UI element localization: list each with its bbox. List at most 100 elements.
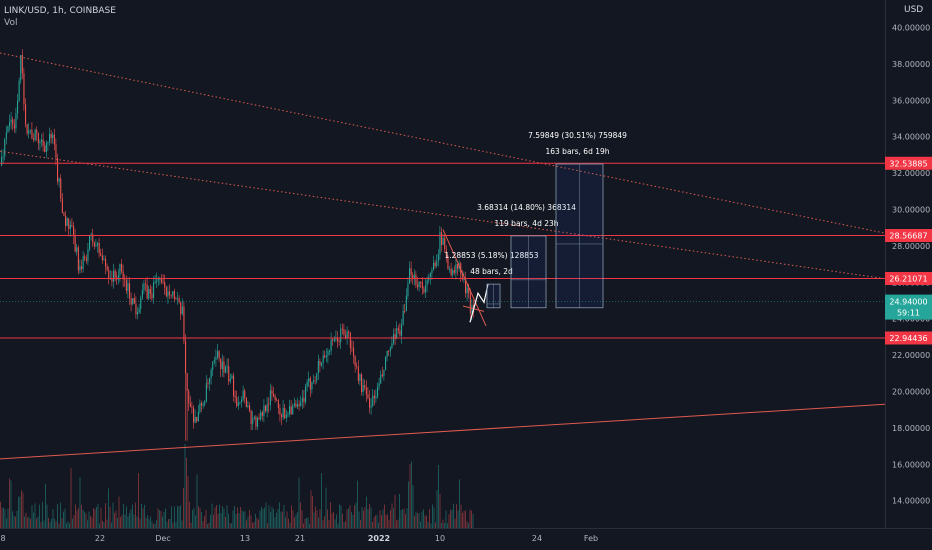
candle-body (202, 404, 204, 406)
projection-text: 3.68314 (14.80%) 368314 (477, 203, 576, 212)
volume-bar (130, 509, 132, 528)
volume-bar (445, 510, 447, 528)
candle-body (45, 143, 47, 153)
volume-bar (252, 522, 253, 528)
candle-body (175, 298, 177, 300)
candle-body (388, 350, 390, 352)
candle-body (311, 381, 313, 390)
volume-bar (87, 520, 88, 528)
candle-body (191, 407, 193, 408)
candle-body (181, 306, 183, 315)
candle-body (266, 404, 268, 412)
candle-body (49, 133, 51, 142)
candle-body (399, 330, 401, 336)
volume-bar (249, 509, 250, 528)
candle-body (314, 380, 316, 382)
candle-body (439, 232, 441, 255)
projection-3: 7.59849 (30.51%) 759849 163 bars, 6d 19h (528, 131, 627, 309)
volume-bar (447, 523, 448, 528)
volume-indicator-label[interactable]: Vol (4, 18, 18, 28)
level-badge (885, 331, 932, 345)
candle-body (28, 130, 30, 134)
volume-bar (418, 513, 420, 528)
candle-body (319, 361, 321, 366)
level-badge-label: 28.56687 (889, 232, 927, 241)
candle-body (356, 365, 358, 367)
volume-bar (429, 509, 430, 528)
y-tick-label: 32.00000 (892, 169, 930, 178)
candle-body (279, 408, 281, 415)
candle-body (20, 54, 22, 81)
volume-bar (325, 487, 327, 528)
candle-body (71, 224, 73, 226)
candle-body (108, 269, 110, 279)
x-tick-label: 21 (295, 534, 305, 543)
candle-body (106, 266, 108, 270)
volume-bar (373, 517, 375, 528)
candle-body (325, 355, 327, 358)
volume-bar (72, 518, 73, 528)
candle-body (404, 310, 406, 312)
volume-bar (138, 473, 139, 528)
volume-bar (336, 514, 337, 528)
volume-bar (256, 517, 258, 528)
candle-body (442, 237, 444, 245)
symbol-title[interactable]: LINK/USD, 1h, COINBASE (4, 6, 116, 16)
volume-bar (319, 509, 321, 528)
candle-body (377, 386, 379, 397)
volume-bar (148, 518, 150, 528)
candle-body (162, 282, 164, 283)
candle-body (124, 279, 126, 281)
candle-body (5, 132, 7, 140)
volume-bar (48, 517, 49, 528)
volume-bar (352, 515, 354, 528)
volume-bar (300, 502, 301, 528)
candle-body (418, 282, 420, 288)
volume-bar (172, 522, 174, 528)
volume-bar (123, 503, 124, 528)
candle-body (221, 361, 223, 370)
volume-bar (235, 513, 237, 528)
candle-body (417, 284, 419, 288)
candle-body (18, 80, 20, 102)
volume-bar (396, 520, 397, 528)
candle-body (244, 390, 246, 398)
candle-body (330, 339, 332, 351)
candle-body (301, 397, 303, 403)
volume-bar (297, 512, 298, 528)
candle-body (87, 249, 89, 261)
volume-bar (126, 506, 127, 528)
volume-bar (49, 522, 51, 528)
volume-bar (274, 517, 276, 528)
candle-body (241, 399, 243, 403)
candle-body (210, 369, 212, 379)
candle-body (285, 414, 287, 419)
volume-bar (258, 519, 259, 528)
volume-bar (121, 514, 123, 528)
volume-bar (27, 517, 28, 528)
volume-bar (333, 512, 334, 528)
candle-body (274, 396, 276, 401)
candle-body (197, 411, 199, 422)
volume-bar (15, 516, 16, 528)
volume-bar (457, 510, 459, 528)
candle-body (113, 270, 115, 282)
candle-body (316, 373, 318, 381)
candle-body (93, 242, 95, 247)
candle-body (449, 268, 451, 270)
candle-body (410, 268, 412, 275)
projection-text: 163 bars, 6d 19h (545, 147, 609, 156)
candle-body (309, 378, 311, 390)
candle-body (85, 258, 87, 261)
candle-body (199, 403, 201, 412)
volume-bar (315, 506, 316, 528)
x-tick-label: 2022 (368, 534, 390, 543)
candle-body (201, 403, 203, 406)
volume-bar (45, 483, 46, 528)
volume-bar (303, 523, 304, 528)
candle-body (394, 334, 396, 339)
volume-bar (468, 522, 469, 528)
volume-bar (391, 503, 393, 528)
candle-body (26, 124, 28, 134)
